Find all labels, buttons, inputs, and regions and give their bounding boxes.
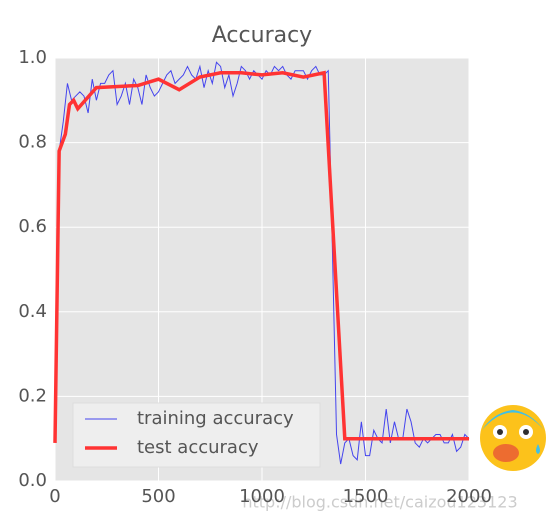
emoji — [480, 405, 546, 471]
y-tick-label: 0.4 — [18, 301, 47, 322]
legend-box — [72, 402, 321, 468]
y-tick-label: 0.2 — [18, 385, 47, 406]
x-tick-label: 1500 — [343, 486, 389, 507]
legend-label: training accuracy — [137, 408, 294, 429]
x-tick-label: 0 — [49, 486, 60, 507]
y-tick-label: 1.0 — [18, 47, 47, 68]
watermark: http://blog.csdn.net/caizou123123 — [242, 493, 517, 512]
y-tick-label: 0.0 — [18, 470, 47, 491]
x-tick-label: 500 — [141, 486, 175, 507]
y-tick-label: 0.8 — [18, 132, 47, 153]
series-line — [53, 70, 469, 443]
x-tick-label: 1000 — [239, 486, 285, 507]
y-tick-label: 0.6 — [18, 216, 47, 237]
chart-title: Accuracy — [212, 23, 312, 48]
legend-label: test accuracy — [137, 437, 259, 458]
x-tick-label: 2000 — [446, 486, 492, 507]
